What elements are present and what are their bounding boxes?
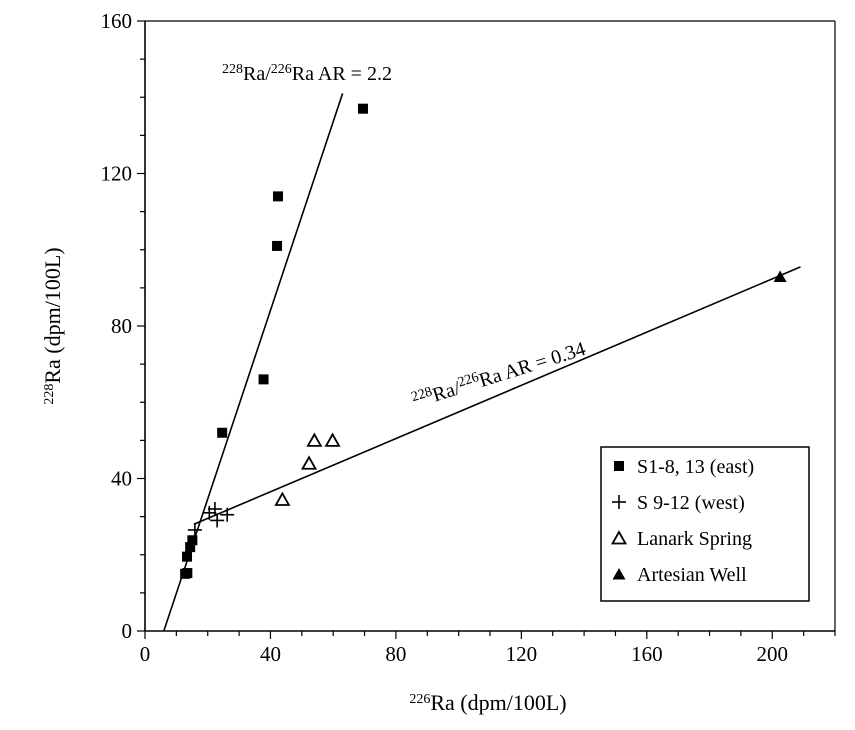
trend-line-ar034 [193,266,801,525]
data-point [202,505,217,520]
data-point [773,270,787,282]
y-tick-label: 160 [101,9,133,33]
y-tick-label: 40 [111,467,132,491]
series-1 [187,502,235,537]
legend-box [600,446,810,602]
legend-label: S1-8, 13 (east) [637,456,754,478]
series-3 [773,270,787,282]
x-tick-label: 80 [385,642,406,666]
line-label-ar034: 228Ra/226Ra AR = 0.34 [409,337,588,413]
data-point [207,502,222,516]
y-axis-ticks: 0 40 80 120 160 [101,9,145,643]
legend-label: Lanark Spring [637,528,752,550]
x-tick-label: 200 [757,642,789,666]
data-points [180,103,787,579]
data-point [217,427,228,438]
x-axis-ticks: 0 40 80 120 160 200 [140,631,836,666]
legend-marker [610,530,628,545]
data-point [272,240,283,251]
data-point [274,491,291,506]
x-tick-label: 160 [631,642,663,666]
data-point [272,191,283,202]
data-point [210,513,225,528]
y-tick-label: 0 [122,619,133,643]
data-point [300,455,318,470]
y-tick-label: 80 [111,314,132,338]
legend-marker [612,568,626,580]
data-point [258,374,269,385]
series-2 [274,432,341,506]
data-point [306,432,323,447]
data-point [182,568,193,579]
line-label-ar22: 228Ra/226Ra AR = 2.2 [222,62,392,86]
x-tick-label: 0 [140,642,151,666]
data-point [187,535,198,546]
data-point [185,542,196,553]
data-point [357,103,368,114]
y-tick-label: 120 [101,162,133,186]
series-0 [180,103,368,579]
legend-marker [614,461,624,471]
data-point [187,522,202,537]
x-tick-label: 120 [506,642,538,666]
x-tick-label: 40 [260,642,281,666]
legend-marker [612,495,626,509]
data-point [182,551,193,562]
legend: S1-8, 13 (east) S 9-12 (west) Lanark Sprin… [600,446,810,602]
data-point [324,432,341,447]
y-axis-label: 228Ra (dpm/100L) [40,247,65,404]
x-axis-label: 226Ra (dpm/100L) [409,690,566,715]
legend-label: S 9-12 (west) [637,492,745,514]
legend-label: Artesian Well [637,564,747,586]
data-point [220,507,235,522]
